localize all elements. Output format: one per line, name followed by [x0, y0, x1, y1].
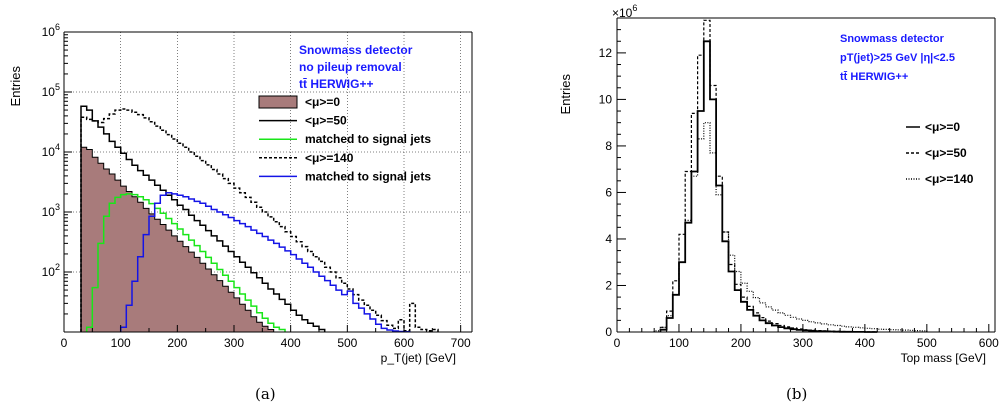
panel-a-x-tick-label: 500 — [337, 336, 357, 350]
panel-b-annotation-line-3: tt̄ HERWIG++ — [840, 71, 908, 83]
panel-b-x-tick-label: 400 — [855, 336, 875, 350]
panel-a-legend-swatch — [258, 95, 298, 109]
panel-b-y-tick-label: 0 — [605, 325, 612, 339]
panel-a-series-2 — [85, 193, 286, 332]
panel-b-legend-label: <μ>=0 — [925, 120, 960, 134]
panel-b-x-tick-label: 100 — [669, 336, 689, 350]
panel-b-series-1 — [659, 19, 878, 333]
panel-a-y-tick-base: 10 — [42, 205, 56, 219]
panel-a-legend-label: matched to signal jets — [305, 169, 431, 183]
panel-b-axes: 0 100 200 300 400 500 600 0 2 4 6 8 10 12 — [599, 29, 999, 350]
panel-b-x-tick-label: 600 — [979, 336, 999, 350]
panel-b-y-tick-label: 6 — [605, 185, 612, 199]
panel-b-legend: <μ>=0 <μ>=50 <μ>=140 — [906, 120, 974, 186]
panel-b-annotation-line-1: Snowmass detector — [840, 33, 945, 45]
panel-b-y-tick-label: 8 — [605, 139, 612, 153]
panel-a-x-tick-label: 700 — [451, 336, 471, 350]
panel-a-x-axis-label: p_T(jet) [GeV] — [381, 351, 456, 365]
panel-b-y-tick-label: 10 — [599, 92, 613, 106]
panel-a-series-3 — [80, 108, 439, 332]
panel-a-x-tick-label: 400 — [281, 336, 301, 350]
panel-a-x-tick-label: 300 — [224, 336, 244, 350]
panel-a-y-tick-base: 10 — [42, 85, 56, 99]
panel-a-x-tick-label: 100 — [111, 336, 131, 350]
panel-a-caption: (a) — [255, 385, 276, 403]
panel-a-y-tick-exp: 5 — [55, 82, 60, 92]
panel-a-plot-area — [80, 105, 439, 333]
panel-b-caption: (b) — [786, 385, 808, 403]
panel-b-y-tick-label: 12 — [599, 46, 613, 60]
panel-a-annotation-line-2: no pileup removal — [299, 60, 402, 74]
panel-a-series-4 — [119, 191, 411, 333]
panel-a-y-tick-base: 10 — [42, 25, 56, 39]
panel-b-y-tick-label: 4 — [605, 232, 612, 246]
panel-a-legend-label: <μ>=0 — [305, 95, 340, 109]
panel-a-y-tick-label: 102 — [42, 262, 60, 279]
panel-b-legend-label: <μ>=50 — [925, 146, 967, 160]
panel-b-plot-area — [653, 19, 928, 333]
panel-b-annotation-line-2: pT(jet)>25 GeV |η|<2.5 — [840, 52, 955, 64]
panel-b-y-multiplier-base: ×10 — [612, 6, 633, 20]
panel-a-annotation-line-3: tt̄ HERWIG++ — [299, 77, 373, 91]
panel-b-series-0 — [659, 40, 878, 333]
panel-a-y-tick-label: 105 — [42, 82, 60, 99]
panel-b-x-tick-label: 200 — [731, 336, 751, 350]
panel-b-chart: 0 100 200 300 400 500 600 0 2 4 6 8 10 12 Entries ×10… — [558, 3, 999, 365]
panel-a-series-0 — [80, 146, 275, 332]
panel-a-x-tick-label: 600 — [394, 336, 414, 350]
panel-b-y-tick-label: 2 — [605, 278, 612, 292]
panel-a-y-axis-label: Entries — [8, 66, 23, 107]
panel-b-series-2 — [653, 122, 928, 332]
panel-a-y-tick-exp: 3 — [55, 202, 60, 212]
panel-b-x-axis-label: Top mass [GeV] — [901, 351, 986, 365]
panel-a-y-tick-label: 106 — [42, 22, 60, 39]
panel-b-y-axis-label: Entries — [558, 74, 573, 115]
panel-b-x-tick-label: 0 — [614, 336, 621, 350]
panel-a-x-tick-label: 200 — [167, 336, 187, 350]
panel-b-y-multiplier-exp: 6 — [632, 3, 637, 13]
panel-a-y-tick-base: 10 — [42, 265, 56, 279]
panel-a-legend-label: <μ>=50 — [305, 114, 347, 128]
panel-a-legend-label: matched to signal jets — [305, 132, 431, 146]
panel-a-legend-label: <μ>=140 — [305, 151, 354, 165]
panel-a-y-tick-exp: 4 — [55, 142, 60, 152]
panel-a-legend: <μ>=0 <μ>=50 matched to signal jets <μ>=140… — [258, 95, 431, 183]
panel-b-y-multiplier: ×106 — [612, 3, 637, 20]
panel-a-y-tick-exp: 6 — [55, 22, 60, 32]
panel-b-legend-label: <μ>=140 — [925, 172, 974, 186]
panel-a-y-tick-base: 10 — [42, 145, 56, 159]
panel-a-y-tick-label: 104 — [42, 142, 60, 159]
panel-a-x-tick-label: 0 — [61, 336, 68, 350]
panel-a-annotation-line-1: Snowmass detector — [299, 43, 413, 57]
panel-b-x-tick-label: 500 — [917, 336, 937, 350]
panel-a-y-tick-label: 103 — [42, 202, 60, 219]
panel-a-y-tick-exp: 2 — [55, 262, 60, 272]
panel-b-x-tick-label: 300 — [793, 336, 813, 350]
panel-a-series-1 — [80, 105, 326, 332]
